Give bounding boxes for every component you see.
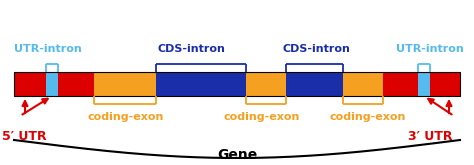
Bar: [343, 72, 383, 96]
Text: 3′ UTR: 3′ UTR: [408, 130, 453, 143]
Text: UTR-intron: UTR-intron: [396, 44, 464, 54]
Text: CDS-intron: CDS-intron: [158, 44, 226, 54]
Bar: [418, 72, 430, 96]
Bar: [156, 72, 246, 96]
Text: coding-exon: coding-exon: [88, 112, 164, 122]
Bar: [430, 72, 460, 96]
Bar: [58, 72, 94, 96]
Text: CDS-intron: CDS-intron: [283, 44, 351, 54]
Text: UTR-intron: UTR-intron: [14, 44, 82, 54]
Bar: [246, 72, 286, 96]
Text: 5′ UTR: 5′ UTR: [2, 130, 46, 143]
Bar: [94, 72, 156, 96]
Bar: [14, 72, 460, 96]
Text: coding-exon: coding-exon: [330, 112, 406, 122]
Bar: [14, 72, 46, 96]
Text: Gene: Gene: [217, 148, 257, 162]
Bar: [46, 72, 58, 96]
Bar: [286, 72, 343, 96]
Bar: [383, 72, 418, 96]
Text: coding-exon: coding-exon: [224, 112, 301, 122]
